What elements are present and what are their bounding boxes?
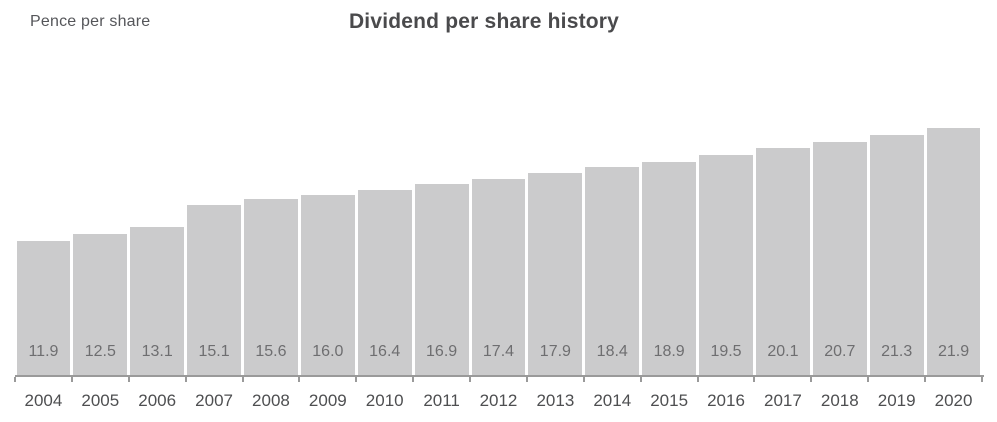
bar-slot: 16.4: [356, 70, 413, 375]
x-axis-year-label: 2016: [707, 391, 745, 410]
bar-value-label: 17.9: [539, 343, 571, 360]
bar-value-label: 18.9: [653, 343, 685, 360]
bar-slot: 21.9: [925, 70, 982, 375]
bar-slot: 11.9: [15, 70, 72, 375]
bar-2009: 16.0: [300, 194, 355, 375]
x-axis-year-label: 2007: [195, 391, 233, 410]
bar-slot: 20.7: [811, 70, 868, 375]
bar-value-label: 16.0: [312, 343, 344, 360]
bar-slot: 17.4: [470, 70, 527, 375]
bar-slot: 20.1: [754, 70, 811, 375]
bar-slot: 15.1: [186, 70, 243, 375]
bar-value-label: 16.9: [426, 343, 458, 360]
bar-2017: 20.1: [755, 148, 810, 375]
x-axis-tick: [298, 377, 301, 382]
bar-slot: 18.9: [641, 70, 698, 375]
bar-value-label: 15.1: [198, 343, 230, 360]
bar-value-label: 19.5: [710, 343, 742, 360]
x-axis-year-label: 2015: [650, 391, 689, 410]
x-axis-tick: [241, 377, 244, 382]
bar-value-label: 17.4: [482, 343, 515, 360]
x-axis-line: [15, 375, 984, 377]
chart-title: Dividend per share history: [348, 10, 620, 33]
x-axis-tick: [412, 377, 415, 382]
bar-2015: 18.9: [642, 161, 697, 375]
bar-2007: 15.1: [187, 204, 242, 375]
bar-2020: 21.9: [926, 128, 981, 375]
bar-value-label: 12.5: [84, 343, 116, 360]
bar-slot: 16.9: [413, 70, 470, 375]
bar-value-label: 20.7: [824, 343, 856, 360]
x-axis-year-label: 2010: [365, 391, 404, 410]
x-axis-tick: [981, 377, 983, 382]
bar-2019: 21.3: [869, 134, 924, 375]
plot-area: 11.9 12.5 13.1 15.1 15.6 16.0 16.4 16.9 17.4 17.9…: [15, 70, 982, 375]
bar-value-label: 15.6: [255, 343, 287, 360]
x-axis-year-label: 2004: [24, 391, 63, 410]
bar-slot: 18.4: [584, 70, 641, 375]
bar-value-label: 21.3: [881, 343, 913, 360]
bar-slot: 12.5: [72, 70, 129, 375]
x-axis-tick: [184, 377, 187, 382]
x-axis-year-label: 2017: [763, 391, 802, 410]
x-axis-tick: [696, 377, 699, 382]
x-axis-year-label: 2009: [308, 391, 347, 410]
x-axis-tick: [469, 377, 472, 382]
bar-slot: 16.0: [299, 70, 356, 375]
bar-2010: 16.4: [357, 190, 412, 375]
bar-slot: 15.6: [243, 70, 300, 375]
x-axis-year-label: 2006: [138, 391, 177, 410]
x-axis-tick: [924, 377, 927, 382]
x-axis-year-label: 2013: [536, 391, 575, 410]
x-axis-tick: [639, 377, 642, 382]
bar-2018: 20.7: [812, 141, 867, 375]
bar-value-label: 18.4: [596, 343, 628, 360]
bar-2006: 13.1: [130, 227, 185, 375]
bar-value-label: 21.9: [937, 343, 970, 360]
bar-slot: 17.9: [527, 70, 584, 375]
bar-slot: 21.3: [868, 70, 925, 375]
bar-2008: 15.6: [244, 199, 298, 375]
x-axis-tick: [582, 377, 585, 382]
bar-2014: 18.4: [585, 167, 640, 375]
x-axis-year-label: 2011: [423, 391, 460, 410]
bar-2016: 19.5: [699, 155, 753, 375]
x-axis-year-label: 2020: [934, 391, 973, 410]
x-axis-tick: [810, 377, 813, 382]
bar-value-label: 13.1: [141, 343, 173, 360]
bar-slot: 19.5: [698, 70, 755, 375]
x-axis-year-label: 2014: [593, 391, 632, 410]
bar-2012: 17.4: [471, 178, 526, 375]
bar-2013: 17.9: [528, 173, 583, 375]
x-axis-year-label: 2005: [81, 391, 120, 410]
bar-2004: 11.9: [16, 240, 71, 375]
bar-value-label: 11.9: [28, 343, 59, 360]
x-axis-tick: [867, 377, 870, 382]
x-axis-year-label: 2012: [479, 391, 518, 410]
x-axis-tick: [70, 377, 73, 382]
bar-value-label: 20.1: [767, 343, 799, 360]
x-axis-tick: [127, 377, 130, 382]
bar-value-label: 16.4: [369, 343, 401, 360]
x-axis-year-label: 2008: [252, 391, 290, 410]
bar-slot: 13.1: [129, 70, 186, 375]
x-axis-tick: [355, 377, 358, 382]
x-axis-year-label: 2018: [820, 391, 859, 410]
x-axis-tick: [14, 377, 16, 382]
bar-2011: 16.9: [414, 184, 469, 375]
bar-2005: 12.5: [73, 234, 128, 375]
x-axis-tick: [525, 377, 528, 382]
x-axis-tick: [753, 377, 756, 382]
x-axis-year-label: 2019: [877, 391, 916, 410]
y-axis-unit-label: Pence per share: [30, 13, 151, 30]
